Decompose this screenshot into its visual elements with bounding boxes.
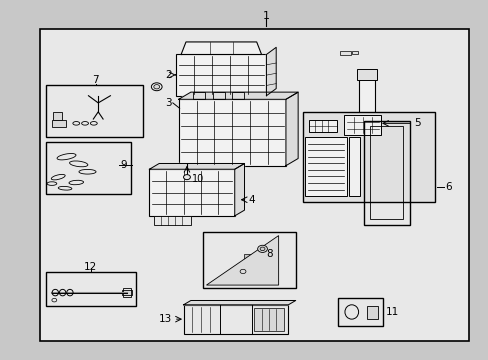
Ellipse shape xyxy=(260,247,264,251)
Text: 4: 4 xyxy=(248,195,255,205)
Bar xyxy=(193,92,205,99)
Bar xyxy=(363,121,409,225)
Bar xyxy=(178,99,285,166)
Bar xyxy=(358,71,374,137)
Bar xyxy=(339,51,350,55)
Bar xyxy=(369,126,403,220)
Polygon shape xyxy=(206,235,278,285)
Bar xyxy=(344,116,380,135)
Bar xyxy=(203,232,295,288)
Text: 10: 10 xyxy=(192,174,204,184)
Bar xyxy=(356,128,376,137)
Bar xyxy=(45,85,143,137)
Polygon shape xyxy=(178,92,298,99)
Bar xyxy=(46,142,131,194)
Polygon shape xyxy=(266,47,276,96)
Bar xyxy=(53,112,62,120)
Ellipse shape xyxy=(151,83,162,91)
Bar xyxy=(122,288,131,297)
Text: 1: 1 xyxy=(263,11,269,21)
Bar xyxy=(243,254,262,260)
Bar xyxy=(337,298,382,326)
Bar xyxy=(308,120,336,132)
Bar xyxy=(176,54,266,96)
Bar xyxy=(351,51,357,54)
Bar xyxy=(154,216,190,225)
Bar xyxy=(305,137,346,196)
Ellipse shape xyxy=(183,175,190,180)
Bar xyxy=(254,309,283,330)
Bar xyxy=(232,92,244,99)
Polygon shape xyxy=(181,42,261,54)
Bar xyxy=(122,290,132,296)
Bar xyxy=(149,169,234,216)
Text: 5: 5 xyxy=(413,118,420,128)
Bar xyxy=(52,121,65,127)
Text: 13: 13 xyxy=(159,314,172,324)
Bar xyxy=(212,92,224,99)
Text: 12: 12 xyxy=(84,262,97,272)
Bar xyxy=(366,306,377,319)
Bar xyxy=(356,69,376,80)
Polygon shape xyxy=(183,301,295,305)
Polygon shape xyxy=(149,163,244,169)
Text: 2: 2 xyxy=(165,70,172,80)
Bar xyxy=(183,305,288,334)
Bar xyxy=(303,112,434,202)
Bar xyxy=(348,137,359,196)
Bar xyxy=(46,272,136,306)
Text: 7: 7 xyxy=(92,75,99,85)
Polygon shape xyxy=(285,92,298,166)
Text: 8: 8 xyxy=(265,248,272,258)
Text: 11: 11 xyxy=(385,307,398,316)
Bar xyxy=(40,30,468,341)
Text: 3: 3 xyxy=(164,98,171,108)
Text: 6: 6 xyxy=(445,182,451,192)
Text: 9: 9 xyxy=(120,159,126,170)
Ellipse shape xyxy=(257,245,267,252)
Polygon shape xyxy=(234,163,244,216)
Ellipse shape xyxy=(154,85,159,89)
